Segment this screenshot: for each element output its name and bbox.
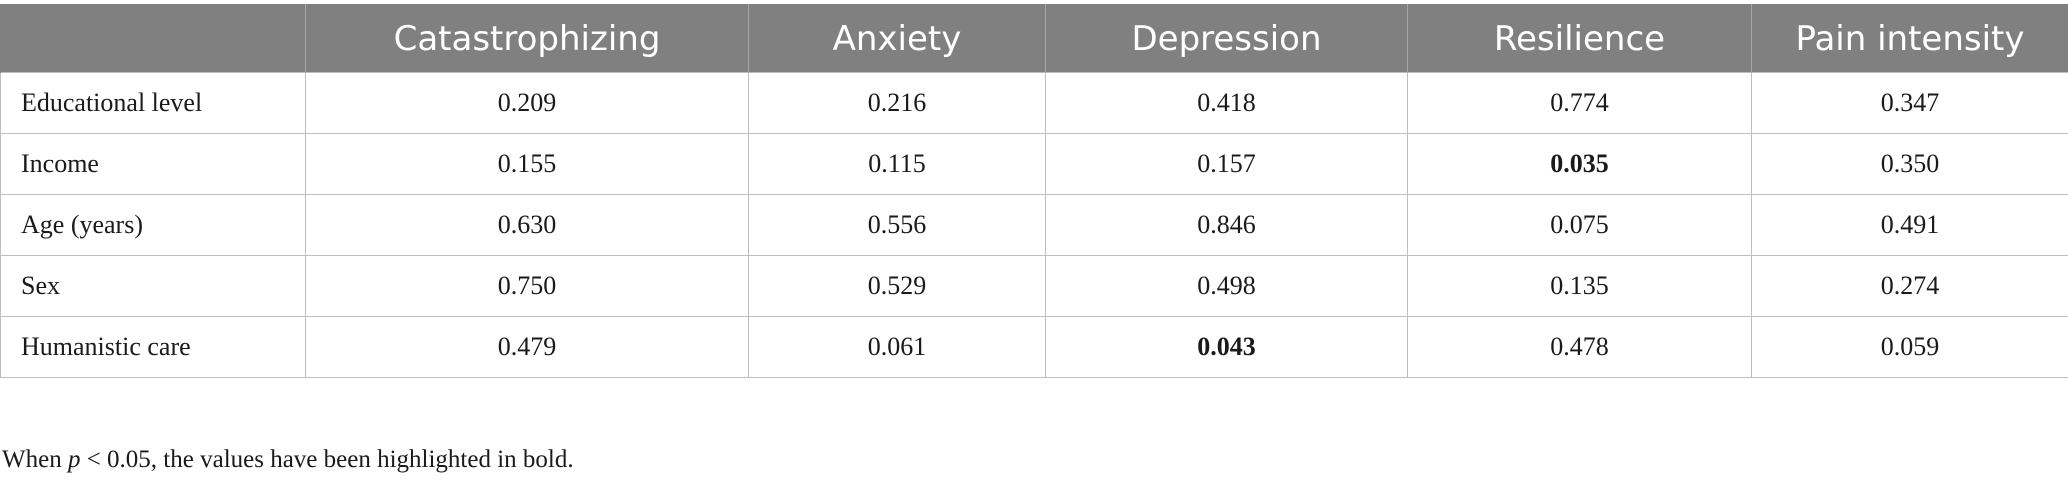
table-row: Income 0.155 0.115 0.157 0.035 0.350: [0, 133, 2068, 195]
table-row: Humanistic care 0.479 0.061 0.043 0.478 …: [0, 316, 2068, 378]
header-cell-catastrophizing: Catastrophizing: [305, 4, 749, 73]
row-label: Income: [0, 133, 306, 195]
table-cell: 0.479: [305, 316, 749, 378]
p-value-table: Catastrophizing Anxiety Depression Resil…: [0, 4, 2068, 378]
results-table-container: Catastrophizing Anxiety Depression Resil…: [0, 4, 2068, 378]
table-cell: 0.157: [1045, 133, 1408, 195]
table-cell: 0.529: [748, 255, 1046, 317]
table-cell: 0.059: [1751, 316, 2068, 378]
row-label: Educational level: [0, 72, 306, 134]
table-cell: 0.061: [748, 316, 1046, 378]
header-cell-pain-intensity: Pain intensity: [1751, 4, 2068, 73]
table-row: Age (years) 0.630 0.556 0.846 0.075 0.49…: [0, 194, 2068, 256]
table-cell: 0.491: [1751, 194, 2068, 256]
table-cell: 0.630: [305, 194, 749, 256]
table-cell: 0.750: [305, 255, 749, 317]
table-footnote: When p < 0.05, the values have been high…: [2, 446, 574, 474]
table-cell: 0.155: [305, 133, 749, 195]
table-cell-significant: 0.035: [1407, 133, 1752, 195]
table-cell: 0.418: [1045, 72, 1408, 134]
header-row: Catastrophizing Anxiety Depression Resil…: [0, 4, 2068, 73]
header-cell-empty: [0, 4, 306, 73]
table-header: Catastrophizing Anxiety Depression Resil…: [0, 4, 2068, 73]
table-cell: 0.115: [748, 133, 1046, 195]
table-cell: 0.350: [1751, 133, 2068, 195]
row-label: Age (years): [0, 194, 306, 256]
row-label: Humanistic care: [0, 316, 306, 378]
table-cell: 0.478: [1407, 316, 1752, 378]
header-cell-anxiety: Anxiety: [748, 4, 1046, 73]
table-row: Sex 0.750 0.529 0.498 0.135 0.274: [0, 255, 2068, 317]
footnote-variable: p: [67, 446, 81, 473]
footnote-prefix: When: [2, 446, 68, 473]
table-cell: 0.135: [1407, 255, 1752, 317]
header-cell-depression: Depression: [1045, 4, 1408, 73]
table-cell: 0.498: [1045, 255, 1408, 317]
table-cell: 0.075: [1407, 194, 1752, 256]
table-cell: 0.209: [305, 72, 749, 134]
table-body: Educational level 0.209 0.216 0.418 0.77…: [0, 72, 2068, 378]
table-cell: 0.846: [1045, 194, 1408, 256]
table-cell: 0.347: [1751, 72, 2068, 134]
table-cell: 0.216: [748, 72, 1046, 134]
row-label: Sex: [0, 255, 306, 317]
table-cell: 0.556: [748, 194, 1046, 256]
table-cell-significant: 0.043: [1045, 316, 1408, 378]
table-cell: 0.274: [1751, 255, 2068, 317]
header-cell-resilience: Resilience: [1407, 4, 1752, 73]
table-cell: 0.774: [1407, 72, 1752, 134]
table-row: Educational level 0.209 0.216 0.418 0.77…: [0, 72, 2068, 134]
footnote-suffix: < 0.05, the values have been highlighted…: [80, 446, 574, 473]
